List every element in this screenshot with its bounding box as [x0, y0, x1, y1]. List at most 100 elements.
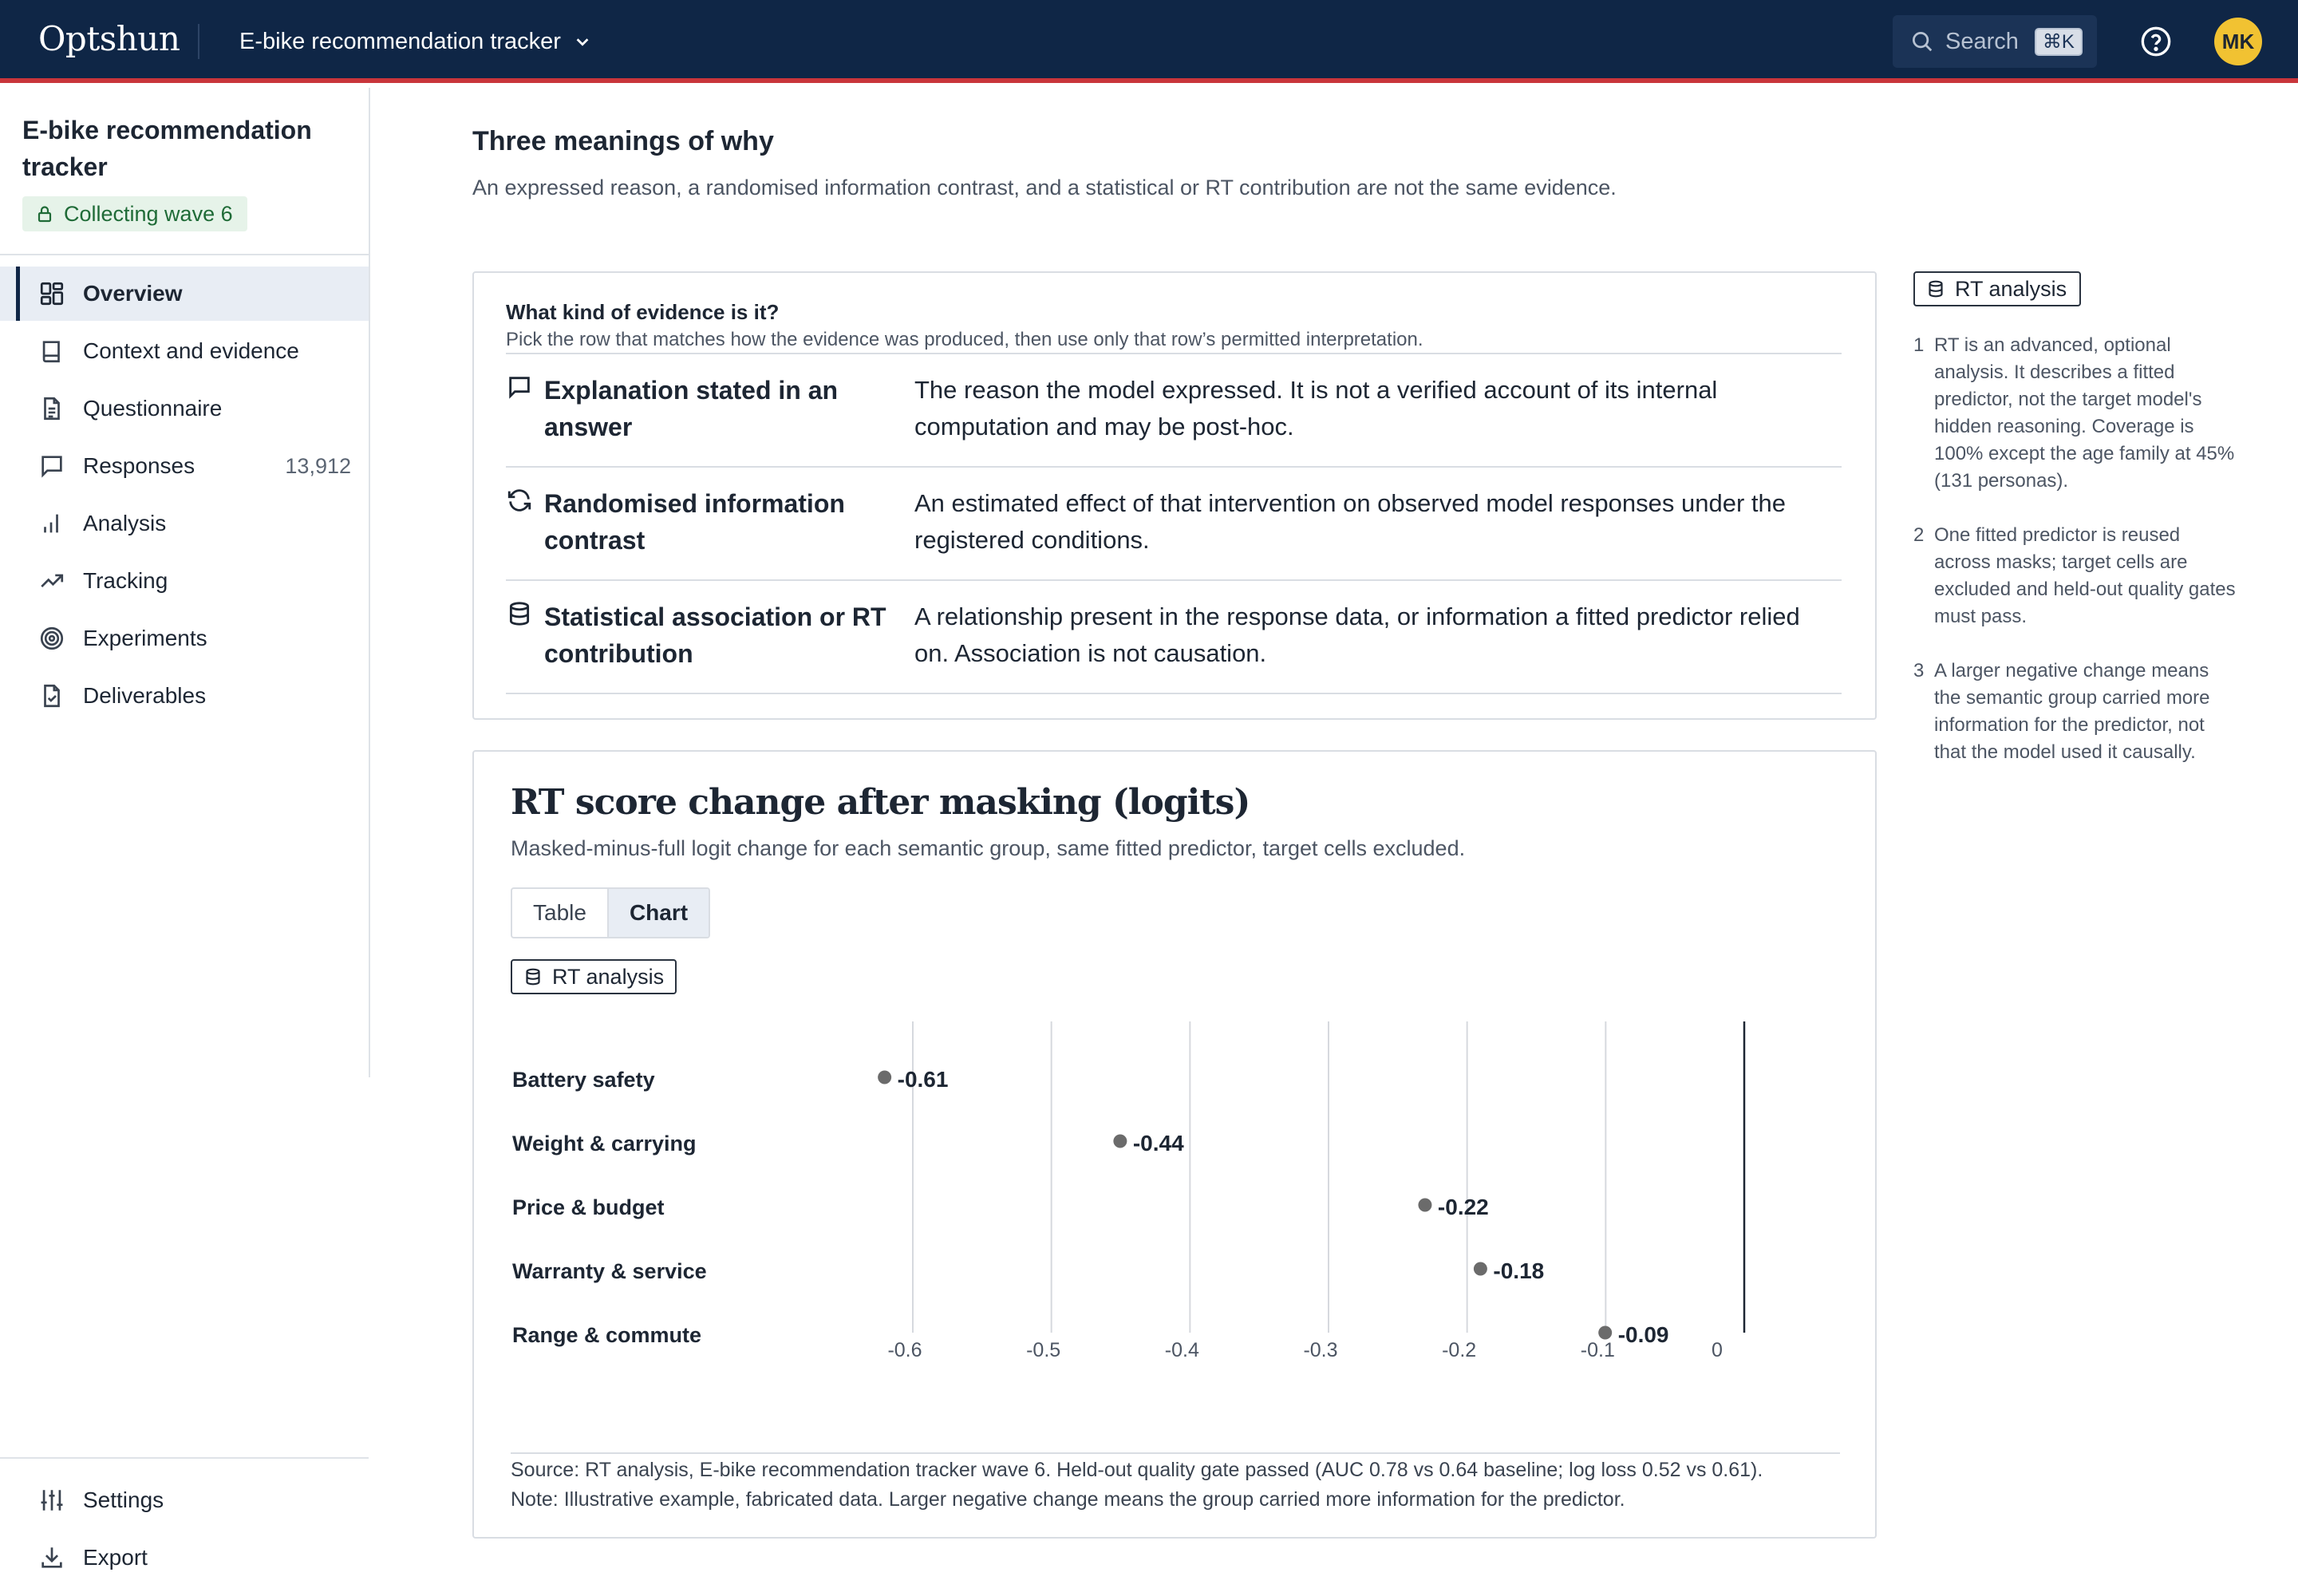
rail-note: 3 A larger negative change means the sem… — [1913, 658, 2249, 766]
sidebar-item-label: Export — [83, 1545, 148, 1570]
bar-chart-icon — [44, 514, 58, 533]
badge-label: RT analysis — [552, 964, 665, 989]
x-tick-label: -0.2 — [1442, 1339, 1476, 1361]
data-label: -0.22 — [1438, 1195, 1489, 1219]
avatar[interactable]: MK — [2214, 18, 2262, 65]
file-check-icon — [44, 684, 60, 708]
search-icon — [1913, 32, 1933, 52]
evidence-card: What kind of evidence is it? Pick the ro… — [472, 271, 1877, 720]
view-toggle: Table Chart — [511, 887, 711, 938]
sidebar-item-settings[interactable]: Settings — [0, 1473, 369, 1527]
status-label: Collecting wave 6 — [64, 201, 233, 226]
chevron-down-icon — [576, 38, 589, 46]
sidebar-item-export[interactable]: Export — [0, 1531, 369, 1585]
sidebar-item-responses[interactable]: Responses 13,912 — [0, 439, 369, 493]
x-tick-label: -0.4 — [1165, 1339, 1199, 1361]
sidebar-item-label: Settings — [83, 1487, 164, 1512]
sidebar-nav: Overview Context and evidence Questionna… — [0, 267, 369, 726]
badge-label: RT analysis — [1955, 276, 2067, 301]
topbar-divider — [198, 24, 199, 59]
note-number: 3 — [1913, 660, 1925, 681]
data-label: -0.44 — [1133, 1131, 1184, 1156]
sidebar-item-analysis[interactable]: Analysis — [0, 496, 369, 551]
data-point — [878, 1070, 892, 1084]
page-title: Three meanings of why — [472, 126, 774, 156]
sidebar-item-questionnaire[interactable]: Questionnaire — [0, 381, 369, 436]
evidence-row-label: Statistical association or RT contributi… — [544, 602, 886, 668]
category-label: Price & budget — [512, 1195, 665, 1219]
sidebar-item-overview[interactable]: Overview — [0, 267, 369, 321]
sidebar-item-label: Experiments — [83, 626, 207, 650]
data-point — [1473, 1262, 1487, 1276]
trend-icon — [41, 574, 64, 588]
category-label: Weight & carrying — [512, 1132, 697, 1156]
data-label: -0.09 — [1618, 1322, 1669, 1347]
sidebar-item-label: Questionnaire — [83, 396, 223, 421]
sidebar-project-title: E-bike recommendation tracker — [22, 116, 312, 181]
evidence-row: Randomised information contrast An estim… — [506, 466, 1842, 579]
top-bar: Optshun E-bike recommendation tracker Se… — [0, 0, 2298, 83]
note-number: 2 — [1913, 524, 1925, 546]
grid-icon — [40, 282, 64, 306]
data-point — [1418, 1198, 1432, 1212]
rail-note: 1 RT is an advanced, optional analysis. … — [1913, 332, 2249, 495]
sidebar-item-label: Overview — [83, 281, 183, 306]
page-subtitle: An expressed reason, a randomised inform… — [472, 176, 1617, 200]
data-label: -0.18 — [1493, 1258, 1544, 1283]
category-label: Range & commute — [512, 1323, 701, 1347]
evidence-row: Statistical association or RT contributi… — [506, 579, 1842, 693]
sidebar-item-tracking[interactable]: Tracking — [0, 554, 369, 608]
chart-note: Note: Illustrative example, fabricated d… — [511, 1488, 1625, 1511]
sidebar-bottom-nav: Settings Export — [0, 1473, 369, 1588]
tab-table[interactable]: Table — [533, 900, 586, 925]
sidebar-item-label: Responses — [83, 453, 195, 478]
search-button[interactable]: Search ⌘K — [1893, 15, 2097, 68]
chart-subtitle: Masked-minus-full logit change for each … — [511, 836, 1466, 860]
document-icon — [44, 397, 60, 421]
x-tick-label: -0.3 — [1303, 1339, 1337, 1361]
footnote-divider — [511, 1452, 1840, 1454]
evidence-instruction: Pick the row that matches how the eviden… — [506, 329, 1423, 350]
note-text: One fitted predictor is reused across ma… — [1934, 524, 2236, 627]
sidebar-item-deliverables[interactable]: Deliverables — [0, 669, 369, 723]
sidebar: E-bike recommendation tracker Collecting… — [0, 88, 370, 1596]
lock-icon — [38, 206, 52, 223]
database-icon — [1929, 280, 1943, 298]
note-number: 1 — [1913, 334, 1925, 356]
evidence-table-bottom-rule — [506, 693, 1842, 694]
tab-chart[interactable]: Chart — [606, 889, 709, 937]
sidebar-item-label: Deliverables — [83, 683, 207, 708]
data-point — [1598, 1325, 1613, 1340]
note-text: A larger negative change means the seman… — [1934, 660, 2210, 763]
app-logo[interactable]: Optshun — [38, 19, 180, 58]
evidence-row-desc: An estimated effect of that intervention… — [914, 489, 1786, 554]
data-point — [1113, 1134, 1127, 1148]
rail-note: 2 One fitted predictor is reused across … — [1913, 522, 2249, 630]
category-label: Warranty & service — [512, 1259, 707, 1283]
evidence-row-label: Randomised information contrast — [544, 489, 845, 555]
sidebar-item-label: Context and evidence — [83, 338, 299, 363]
rail-notes: 1 RT is an advanced, optional analysis. … — [1913, 332, 2249, 793]
chart-card: RT score change after masking (logits) M… — [472, 750, 1877, 1539]
sidebar-item-experiments[interactable]: Experiments — [0, 611, 369, 666]
help-icon[interactable] — [2140, 26, 2172, 57]
x-tick-label: -0.1 — [1581, 1339, 1615, 1361]
status-badge: Collecting wave 6 — [22, 196, 247, 231]
x-tick-label: 0 — [1712, 1339, 1723, 1361]
sidebar-divider — [0, 254, 369, 255]
database-icon — [526, 968, 540, 986]
dot-plot: -0.6 -0.5 -0.4 -0.3 -0.2 -0.1 0 Battery safety -… — [512, 1021, 1746, 1361]
database-icon — [509, 602, 530, 626]
sidebar-bottom-divider — [0, 1457, 369, 1459]
right-rail: RT analysis 1 RT is an advanced, optiona… — [1913, 271, 2249, 763]
x-tick-label: -0.6 — [887, 1339, 922, 1361]
sliders-icon — [41, 1490, 63, 1511]
sidebar-item-label: Analysis — [83, 511, 167, 535]
sidebar-item-context[interactable]: Context and evidence — [0, 324, 369, 378]
data-label: -0.61 — [898, 1067, 949, 1092]
project-switcher[interactable]: E-bike recommendation tracker — [239, 24, 591, 59]
book-icon — [42, 341, 60, 363]
x-tick-label: -0.5 — [1026, 1339, 1060, 1361]
chart-title: RT score change after masking (logits) — [511, 782, 1250, 823]
project-switcher-label: E-bike recommendation tracker — [239, 28, 561, 54]
